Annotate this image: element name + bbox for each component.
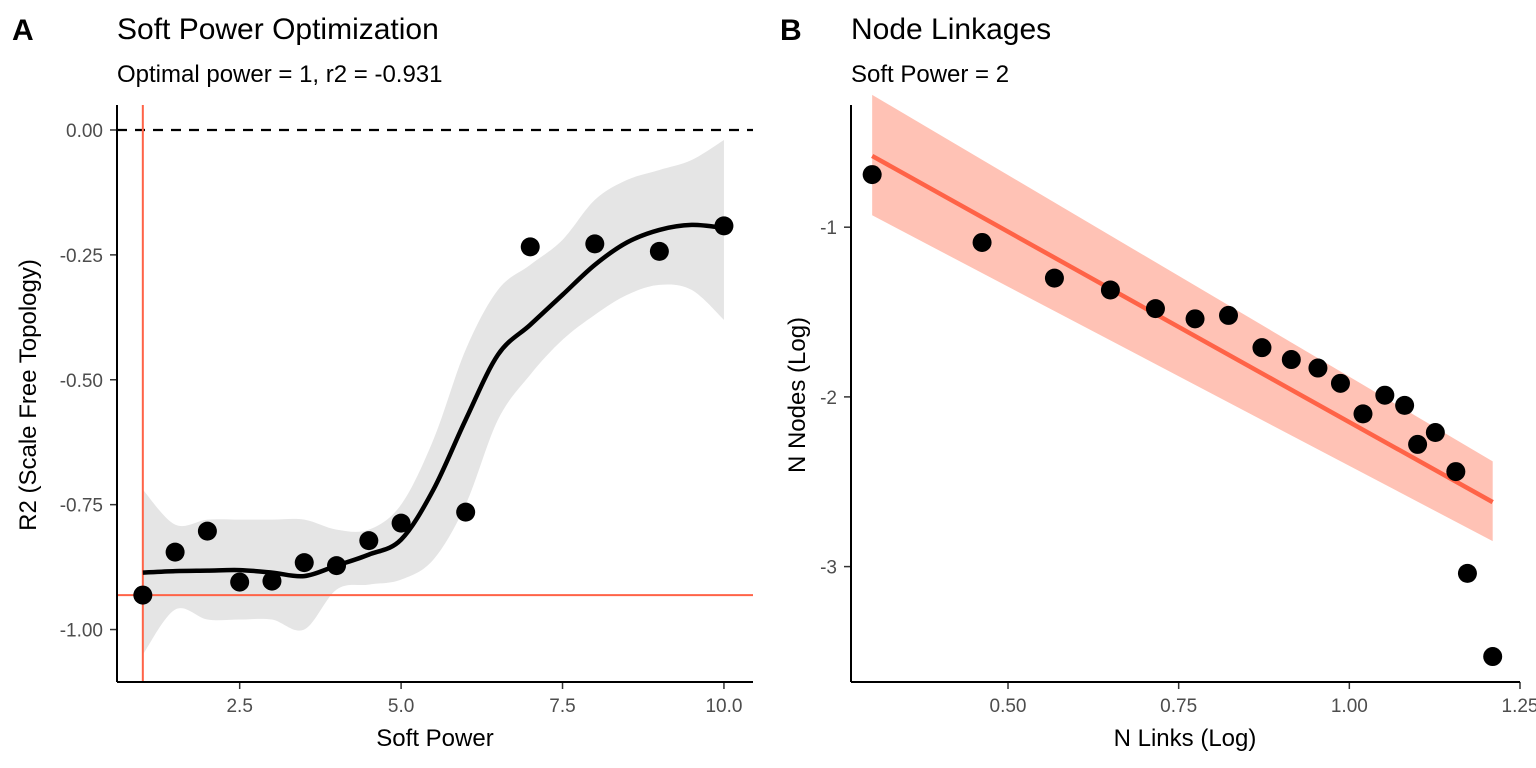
panel-a-plot-area: 2.5 5.0 7.5 10.0 0.00 -0.25 -0.50 -0.75 -1.00 [60, 105, 753, 717]
panel-a-subtitle: Optimal power = 1, r2 = -0.931 [117, 61, 443, 88]
panel-b-data-point [1185, 309, 1205, 329]
panel-a-data-point [294, 553, 314, 573]
panel-b-data-point [1308, 358, 1328, 378]
panel-a-ci-ribbon [142, 139, 724, 655]
panel-b-y-tick-label: -1 [820, 218, 837, 239]
panel-b-data-point [1425, 423, 1445, 443]
panel-b-title: Node Linkages [851, 13, 1051, 46]
panel-b-x-tick-label: 1.00 [1331, 696, 1368, 717]
panel-a-y-tick-label: -0.25 [60, 246, 103, 267]
panel-a-letter: A [12, 14, 34, 47]
panel-a-data-point [649, 241, 669, 261]
panel-a-data-point [197, 521, 217, 541]
panel-a-x-tick-label: 7.5 [549, 696, 575, 717]
panel-b-x-axis-title: N Links (Log) [1114, 725, 1257, 752]
panel-b-plot-area: 0.50 0.75 1.00 1.25 -1 -2 -3 [820, 94, 1536, 717]
panel-a: A Soft Power Optimization Optimal power … [12, 13, 753, 752]
panel-a-data-point [230, 572, 250, 592]
panel-b-data-point [1219, 305, 1239, 325]
panel-b-data-point [1044, 268, 1064, 288]
panel-a-data-point [262, 571, 282, 591]
panel-b-y-tick-label: -2 [820, 388, 837, 409]
panel-b-data-point [1408, 434, 1428, 454]
panel-a-data-point [520, 237, 540, 257]
panel-b-y-tick-label: -3 [820, 558, 837, 579]
panel-b-x-tick-label: 0.75 [1160, 696, 1197, 717]
panel-b-data-point [972, 232, 992, 252]
panel-b-letter: B [780, 14, 802, 47]
panel-b-y-axis-title: N Nodes (Log) [784, 317, 811, 473]
panel-a-data-point [327, 556, 347, 576]
panel-b-data-point [1483, 647, 1503, 667]
panel-b-fit-line [871, 153, 1494, 505]
panel-a-data-point [359, 531, 379, 551]
panel-b-data-point [1375, 385, 1395, 405]
panel-b-ci-ribbon [872, 94, 1493, 542]
panel-b-data-point [862, 165, 882, 185]
panel-a-title: Soft Power Optimization [117, 13, 439, 46]
panel-a-data-point [585, 234, 605, 254]
panel-a-x-axis-title: Soft Power [376, 725, 493, 752]
panel-b-data-point [1353, 404, 1373, 424]
panel-a-x-tick-label: 2.5 [226, 696, 252, 717]
panel-a-data-point [391, 513, 411, 533]
panel-b-data-point [1446, 462, 1466, 482]
panel-a-y-tick-label: -1.00 [60, 621, 103, 642]
panel-b-data-point [1145, 299, 1165, 319]
panel-a-data-point [456, 502, 476, 522]
panel-a-smooth-line [142, 222, 725, 579]
panel-a-y-tick-label: -0.75 [60, 496, 103, 517]
panel-a-data-point [165, 542, 185, 562]
panel-a-x-tick-label: 10.0 [705, 696, 742, 717]
panel-b-data-point [1100, 280, 1120, 300]
panel-b-x-tick-label: 0.50 [990, 696, 1027, 717]
panel-b-data-point [1252, 338, 1272, 358]
panel-b-data-point [1330, 373, 1350, 393]
panel-b-data-point [1281, 350, 1301, 370]
panel-a-y-axis-title: R2 (Scale Free Topology) [15, 259, 42, 531]
panel-b: B Node Linkages Soft Power = 2 N Links (… [780, 13, 1536, 752]
panel-a-data-point [714, 216, 734, 236]
panel-b-x-tick-label: 1.25 [1502, 696, 1536, 717]
panel-a-x-tick-label: 5.0 [388, 696, 414, 717]
panel-a-data-point [133, 585, 153, 605]
panel-b-data-point [1457, 563, 1477, 583]
panel-b-data-point [1395, 395, 1415, 415]
panel-b-subtitle: Soft Power = 2 [851, 61, 1009, 88]
panel-a-y-tick-label: 0.00 [66, 121, 103, 142]
panel-a-y-tick-label: -0.50 [60, 371, 103, 392]
